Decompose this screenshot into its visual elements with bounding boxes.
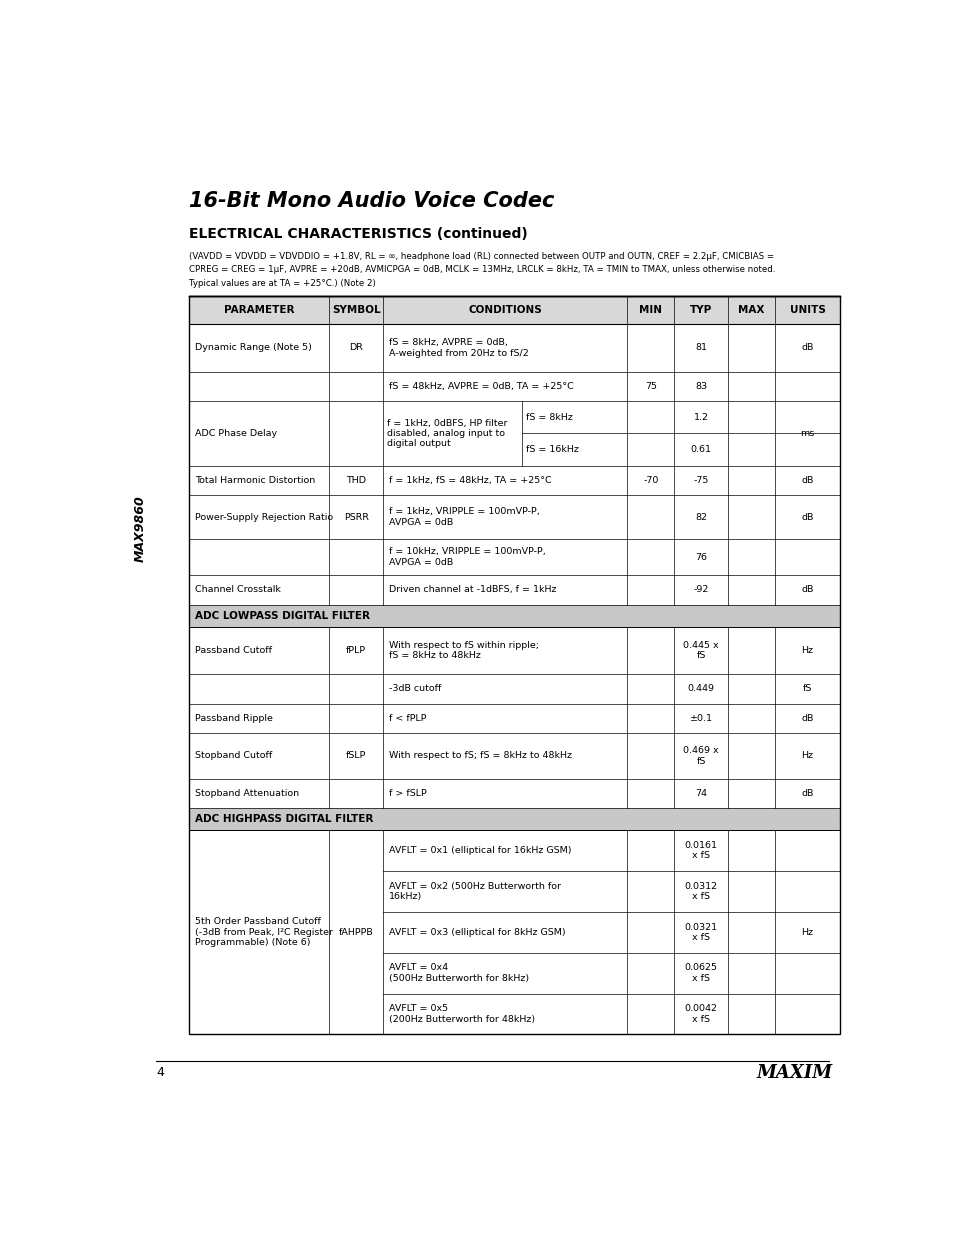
- Text: -92: -92: [693, 585, 708, 594]
- Text: 0.0312
x fS: 0.0312 x fS: [684, 882, 717, 902]
- Text: -75: -75: [693, 475, 708, 485]
- Text: Total Harmonic Distortion: Total Harmonic Distortion: [194, 475, 314, 485]
- Text: CONDITIONS: CONDITIONS: [468, 305, 541, 315]
- Text: fS = 8kHz, AVPRE = 0dB,
A-weighted from 20Hz to fS/2: fS = 8kHz, AVPRE = 0dB, A-weighted from …: [388, 338, 528, 358]
- Text: Hz: Hz: [801, 751, 813, 761]
- Text: f = 1kHz, fS = 48kHz, TA = +25°C: f = 1kHz, fS = 48kHz, TA = +25°C: [388, 475, 551, 485]
- Text: -3dB cutoff: -3dB cutoff: [388, 684, 440, 693]
- Text: 0.0161
x fS: 0.0161 x fS: [684, 841, 717, 860]
- Text: AVFLT = 0x2 (500Hz Butterworth for
16kHz): AVFLT = 0x2 (500Hz Butterworth for 16kHz…: [388, 882, 560, 902]
- Text: 4: 4: [156, 1066, 164, 1079]
- Text: AVFLT = 0x4
(500Hz Butterworth for 8kHz): AVFLT = 0x4 (500Hz Butterworth for 8kHz): [388, 963, 528, 983]
- Text: f = 10kHz, VRIPPLE = 100mVP-P,
AVPGA = 0dB: f = 10kHz, VRIPPLE = 100mVP-P, AVPGA = 0…: [388, 547, 545, 567]
- Text: Channel Crosstalk: Channel Crosstalk: [194, 585, 280, 594]
- Bar: [190, 605, 840, 626]
- Text: ELECTRICAL CHARACTERISTICS (continued): ELECTRICAL CHARACTERISTICS (continued): [190, 227, 528, 241]
- Text: Hz: Hz: [801, 646, 813, 655]
- Text: UNITS: UNITS: [789, 305, 824, 315]
- Text: fAHPPB: fAHPPB: [338, 927, 374, 937]
- Text: 0.0042
x fS: 0.0042 x fS: [684, 1004, 717, 1024]
- Text: fS = 16kHz: fS = 16kHz: [526, 445, 578, 454]
- Text: 5th Order Passband Cutoff
(-3dB from Peak, I²C Register
Programmable) (Note 6): 5th Order Passband Cutoff (-3dB from Pea…: [194, 918, 333, 947]
- Text: DR: DR: [349, 343, 363, 352]
- Text: Dynamic Range (Note 5): Dynamic Range (Note 5): [194, 343, 312, 352]
- Text: dB: dB: [801, 585, 813, 594]
- Text: 74: 74: [695, 789, 706, 798]
- Text: MIN: MIN: [639, 305, 661, 315]
- Text: 0.0321
x fS: 0.0321 x fS: [684, 923, 717, 942]
- Bar: [190, 295, 840, 324]
- Text: SYMBOL: SYMBOL: [332, 305, 380, 315]
- Text: Typical values are at TA = +25°C.) (Note 2): Typical values are at TA = +25°C.) (Note…: [190, 279, 375, 288]
- Text: AVFLT = 0x5
(200Hz Butterworth for 48kHz): AVFLT = 0x5 (200Hz Butterworth for 48kHz…: [388, 1004, 534, 1024]
- Text: ±0.1: ±0.1: [689, 714, 712, 722]
- Text: 0.449: 0.449: [687, 684, 714, 693]
- Text: fPLP: fPLP: [346, 646, 366, 655]
- Text: (VAVDD = VDVDD = VDVDDIO = +1.8V, RL = ∞, headphone load (RL) connected between : (VAVDD = VDVDD = VDVDDIO = +1.8V, RL = ∞…: [190, 252, 774, 261]
- Text: 1.2: 1.2: [693, 412, 708, 422]
- Text: AVFLT = 0x1 (elliptical for 16kHz GSM): AVFLT = 0x1 (elliptical for 16kHz GSM): [388, 846, 571, 855]
- Text: THD: THD: [346, 475, 366, 485]
- Text: fSLP: fSLP: [346, 751, 366, 761]
- Text: MAX: MAX: [738, 305, 764, 315]
- Text: ADC LOWPASS DIGITAL FILTER: ADC LOWPASS DIGITAL FILTER: [194, 610, 369, 621]
- Text: Passband Cutoff: Passband Cutoff: [194, 646, 272, 655]
- Text: dB: dB: [801, 475, 813, 485]
- Text: ms: ms: [800, 429, 814, 438]
- Text: AVFLT = 0x3 (elliptical for 8kHz GSM): AVFLT = 0x3 (elliptical for 8kHz GSM): [388, 927, 564, 937]
- Text: 0.445 x
fS: 0.445 x fS: [682, 641, 719, 659]
- Text: -70: -70: [642, 475, 658, 485]
- Bar: [190, 295, 840, 1035]
- Text: dB: dB: [801, 714, 813, 722]
- Text: PARAMETER: PARAMETER: [224, 305, 294, 315]
- Bar: [190, 808, 840, 830]
- Text: MAX9860: MAX9860: [133, 495, 147, 562]
- Text: 0.0625
x fS: 0.0625 x fS: [684, 963, 717, 983]
- Text: Power-Supply Rejection Ratio: Power-Supply Rejection Ratio: [194, 513, 333, 521]
- Text: 16-Bit Mono Audio Voice Codec: 16-Bit Mono Audio Voice Codec: [190, 190, 555, 210]
- Text: f = 1kHz, VRIPPLE = 100mVP-P,
AVPGA = 0dB: f = 1kHz, VRIPPLE = 100mVP-P, AVPGA = 0d…: [388, 508, 538, 527]
- Text: 0.61: 0.61: [690, 445, 711, 454]
- Text: dB: dB: [801, 789, 813, 798]
- Text: f < fPLP: f < fPLP: [388, 714, 426, 722]
- Text: ADC HIGHPASS DIGITAL FILTER: ADC HIGHPASS DIGITAL FILTER: [194, 814, 373, 824]
- Text: Stopband Attenuation: Stopband Attenuation: [194, 789, 298, 798]
- Text: f = 1kHz, 0dBFS, HP filter
disabled, analog input to
digital output: f = 1kHz, 0dBFS, HP filter disabled, ana…: [387, 419, 507, 448]
- Text: dB: dB: [801, 513, 813, 521]
- Text: Hz: Hz: [801, 927, 813, 937]
- Text: PSRR: PSRR: [343, 513, 369, 521]
- Text: fS: fS: [802, 684, 811, 693]
- Text: dB: dB: [801, 343, 813, 352]
- Bar: [190, 295, 840, 1035]
- Text: MAXIM: MAXIM: [756, 1063, 832, 1082]
- Text: f > fSLP: f > fSLP: [388, 789, 426, 798]
- Text: 82: 82: [695, 513, 706, 521]
- Text: CPREG = CREG = 1μF, AVPRE = +20dB, AVMICPGA = 0dB, MCLK = 13MHz, LRCLK = 8kHz, T: CPREG = CREG = 1μF, AVPRE = +20dB, AVMIC…: [190, 266, 775, 274]
- Text: Stopband Cutoff: Stopband Cutoff: [194, 751, 272, 761]
- Text: fS = 8kHz: fS = 8kHz: [526, 412, 573, 422]
- Text: ADC Phase Delay: ADC Phase Delay: [194, 429, 276, 438]
- Text: TYP: TYP: [689, 305, 712, 315]
- Text: 75: 75: [644, 382, 656, 391]
- Text: Passband Ripple: Passband Ripple: [194, 714, 273, 722]
- Text: 0.469 x
fS: 0.469 x fS: [682, 746, 719, 766]
- Text: 76: 76: [695, 552, 706, 562]
- Text: fS = 48kHz, AVPRE = 0dB, TA = +25°C: fS = 48kHz, AVPRE = 0dB, TA = +25°C: [388, 382, 573, 391]
- Text: 83: 83: [695, 382, 706, 391]
- Text: 81: 81: [695, 343, 706, 352]
- Text: With respect to fS; fS = 8kHz to 48kHz: With respect to fS; fS = 8kHz to 48kHz: [388, 751, 571, 761]
- Text: With respect to fS within ripple;
fS = 8kHz to 48kHz: With respect to fS within ripple; fS = 8…: [388, 641, 538, 659]
- Text: Driven channel at -1dBFS, f = 1kHz: Driven channel at -1dBFS, f = 1kHz: [388, 585, 556, 594]
